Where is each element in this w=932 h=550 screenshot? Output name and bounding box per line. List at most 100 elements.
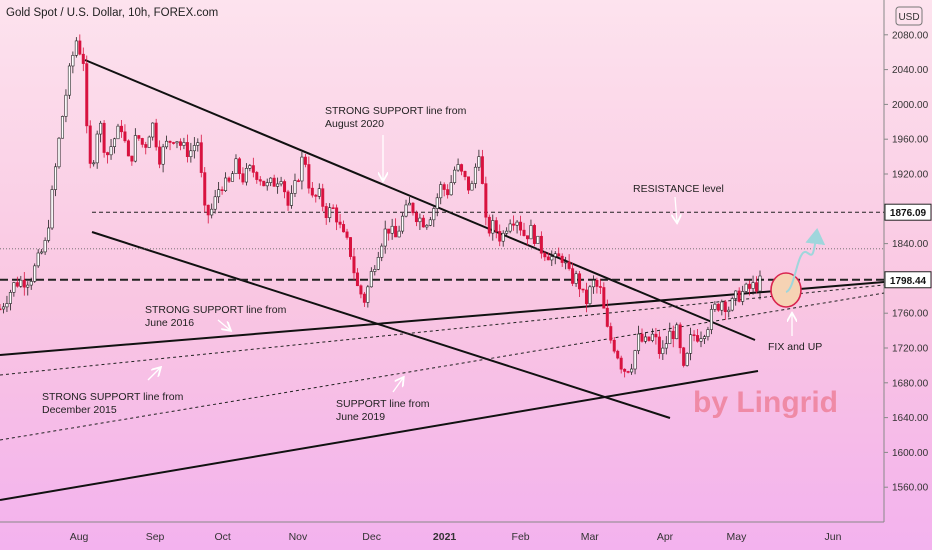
candle-body <box>661 347 665 355</box>
candle-body <box>161 146 165 165</box>
candle-body <box>213 196 217 210</box>
candle-body <box>60 116 64 139</box>
candle-body <box>404 204 408 217</box>
candle-body <box>685 353 689 366</box>
candle-body <box>605 307 609 327</box>
candle-body <box>241 173 245 183</box>
candle-body <box>47 227 51 241</box>
candle-body <box>581 288 585 291</box>
candle-body <box>158 146 162 165</box>
candle-body <box>505 230 509 234</box>
candle-body <box>144 144 148 148</box>
support-dec-2015-line-2 <box>0 292 885 441</box>
candle-body <box>720 301 724 311</box>
candle-body <box>172 142 176 144</box>
candle-body <box>643 336 647 342</box>
y-tick-label: 1920.00 <box>892 170 929 181</box>
candle-body <box>543 252 547 258</box>
candle-body <box>598 286 602 288</box>
candle-body <box>630 368 634 373</box>
candle-body <box>730 298 734 311</box>
candle-body <box>283 181 287 193</box>
candle-body <box>307 164 311 189</box>
annotation-dec-2015-l1: STRONG SUPPORT line from <box>42 391 184 403</box>
candle-body <box>619 357 623 370</box>
horizontal-levels <box>0 211 884 281</box>
candle-body <box>727 309 731 313</box>
y-tick-label: 1760.00 <box>892 309 929 320</box>
candle-body <box>460 164 464 172</box>
candle-body <box>36 252 40 267</box>
candle-body <box>477 156 481 168</box>
currency-button-label[interactable]: USD <box>898 12 919 23</box>
projection-arrow <box>785 228 826 293</box>
candle-body <box>192 145 196 152</box>
candle-body <box>564 261 568 264</box>
candle-body <box>102 122 106 153</box>
x-tick-label: 2021 <box>433 531 457 543</box>
y-tick-label: 1720.00 <box>892 344 929 355</box>
candle-body <box>78 40 82 55</box>
candle-body <box>654 333 658 338</box>
candle-body <box>206 204 210 216</box>
price-level-tags: 1876.09 1798.44 <box>884 203 932 289</box>
candle-body <box>217 189 221 198</box>
candle-body <box>428 219 432 226</box>
candle-body <box>269 177 273 183</box>
candle-body <box>657 336 661 355</box>
candle-body <box>29 281 33 286</box>
currency-button[interactable]: USD <box>895 6 923 26</box>
x-tick-label: Nov <box>289 531 308 543</box>
candle-body <box>130 155 134 162</box>
x-tick-label: Apr <box>657 531 674 543</box>
candle-body <box>220 189 224 191</box>
candle-body <box>26 284 30 288</box>
candle-body <box>310 187 314 196</box>
candle-body <box>744 283 748 292</box>
candle-body <box>751 282 755 289</box>
candle-body <box>113 138 117 147</box>
candle-body <box>33 265 37 282</box>
candle-body <box>734 290 738 299</box>
candle-body <box>550 256 554 261</box>
candle-body <box>696 335 700 342</box>
candle-body <box>92 162 96 165</box>
candle-body <box>616 350 620 359</box>
candle-body <box>352 256 356 274</box>
candle-body <box>595 279 599 287</box>
candle-body <box>439 184 443 199</box>
candle-body <box>279 181 283 185</box>
candle-body <box>276 183 280 187</box>
candle-body <box>525 235 529 240</box>
candle-body <box>709 309 713 330</box>
support-dec-2015-line <box>0 284 885 376</box>
candle-body <box>557 253 561 257</box>
candle-body <box>512 223 516 226</box>
candle-body <box>748 283 752 289</box>
candle-body <box>286 191 290 206</box>
candle-body <box>5 303 9 308</box>
candle-body <box>321 188 325 207</box>
annotation-august-2020-l2: August 2020 <box>325 118 384 130</box>
fix-zone-ellipse <box>770 272 802 308</box>
candle-body <box>8 292 12 304</box>
candle-body <box>498 231 502 242</box>
y-tick-label: 1560.00 <box>892 483 929 494</box>
candle-body <box>418 217 422 223</box>
candle-body <box>668 330 672 345</box>
candle-body <box>633 350 637 370</box>
candle-body <box>560 255 564 263</box>
candle-body <box>529 225 533 240</box>
candle-body <box>324 206 328 218</box>
candle-body <box>106 152 110 156</box>
candle-body <box>484 183 488 218</box>
candle-body <box>12 282 16 293</box>
candle-body <box>678 324 682 349</box>
candle-body <box>675 324 679 340</box>
candle-body <box>234 158 238 175</box>
candle-body <box>133 135 137 162</box>
candle-body <box>578 273 582 290</box>
candle-body <box>699 338 703 342</box>
candle-body <box>15 282 19 287</box>
